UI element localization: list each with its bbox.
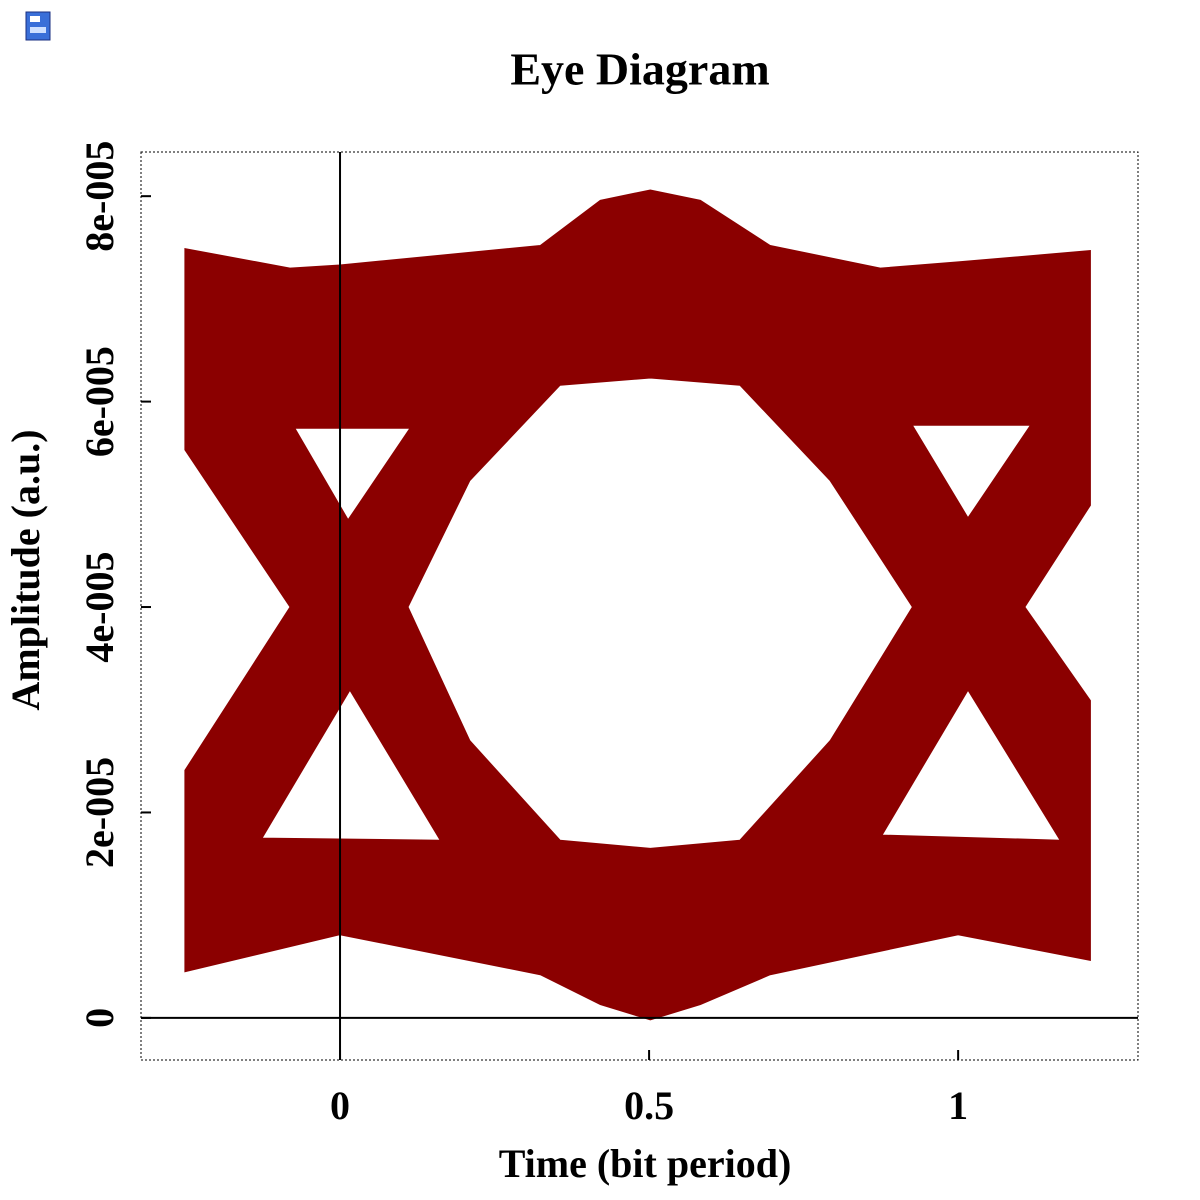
y-tick-label: 4e-005 [77,551,122,662]
y-tick-label: 8e-005 [77,141,122,252]
x-tick-label: 1 [948,1083,968,1128]
y-tick-label: 0 [77,1008,122,1028]
x-tick-label: 0 [330,1083,350,1128]
y-tick-label: 6e-005 [77,346,122,457]
eye-traces [184,189,1091,1021]
plot-frame [140,151,1139,1061]
y-tick-label: 2e-005 [77,757,122,868]
x-tick-label: 0.5 [624,1083,674,1128]
chart-title: Eye Diagram [510,44,769,95]
y-axis-label: Amplitude (a.u.) [3,429,48,710]
x-axis-label: Time (bit period) [499,1141,792,1186]
window-icon [25,11,51,41]
